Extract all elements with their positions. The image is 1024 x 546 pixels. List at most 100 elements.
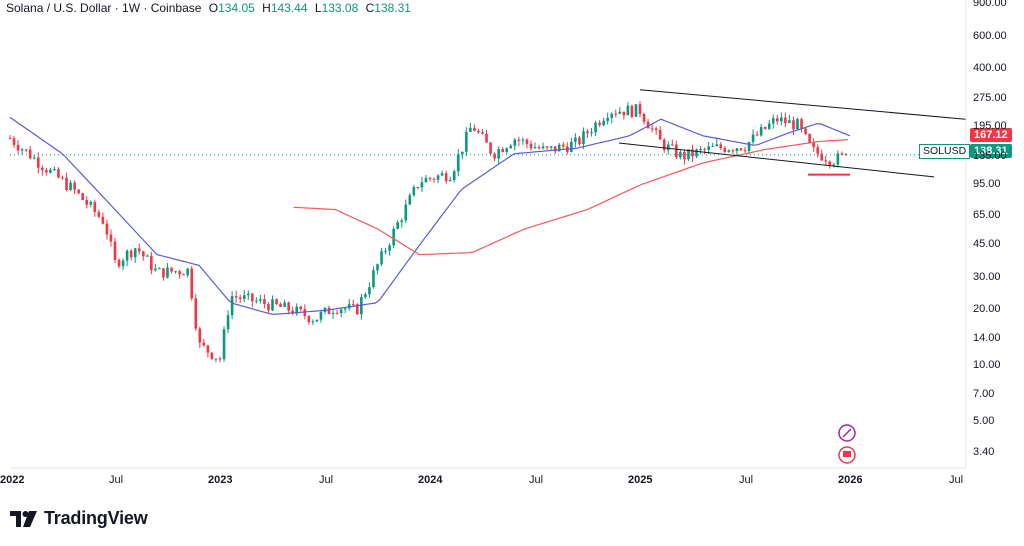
candle-body <box>364 294 367 298</box>
candle-body <box>812 142 815 148</box>
candle-body <box>12 138 16 145</box>
tradingview-logo-icon <box>10 510 37 527</box>
candle-body <box>557 144 561 152</box>
candle-body <box>230 296 234 316</box>
candle-body <box>279 304 282 307</box>
candle-body <box>844 153 848 155</box>
candle-body <box>541 146 545 149</box>
candle-body <box>77 189 80 194</box>
candle-body <box>808 134 811 143</box>
x-tick-label: Jul <box>109 474 124 486</box>
candle-body <box>218 358 222 360</box>
candle-body <box>206 345 210 353</box>
x-tick-label: Jul <box>949 474 964 486</box>
footer-logo[interactable]: TradingView <box>10 508 148 529</box>
candle-body <box>642 113 646 122</box>
candle-body <box>251 293 254 302</box>
y-tick-label: 20.00 <box>973 303 1001 316</box>
candle-body <box>836 153 840 165</box>
candle-body <box>319 311 323 320</box>
candle-body <box>711 146 714 148</box>
candle-body <box>275 299 278 305</box>
candle-body <box>553 146 557 152</box>
candle-body <box>141 251 145 257</box>
candle-body <box>804 128 807 135</box>
candle-body <box>448 180 452 182</box>
candle-body <box>549 146 553 148</box>
candle-body <box>194 298 198 329</box>
y-tick-label: 900.00 <box>973 0 1007 9</box>
candle-body <box>404 204 408 221</box>
candle-body <box>602 120 605 126</box>
candle-body <box>759 126 763 136</box>
candle-body <box>452 171 456 181</box>
candle-body <box>170 267 173 272</box>
candle-body <box>739 148 743 151</box>
candle-body <box>574 137 577 142</box>
candle-body <box>594 122 597 133</box>
candle-body <box>469 127 472 132</box>
candle-body <box>129 250 133 258</box>
candle-body <box>586 131 589 134</box>
candle-body <box>570 141 573 152</box>
candle-body <box>788 120 791 124</box>
legend-open-value: 134.05 <box>218 1 255 15</box>
candle-body <box>715 144 719 147</box>
sma-slow-line <box>293 139 848 256</box>
candle-body <box>154 268 157 271</box>
candle-body <box>590 132 593 134</box>
candle-body <box>174 271 177 273</box>
legend-high-label: H <box>262 1 271 15</box>
candle-body <box>93 202 97 212</box>
candle-body <box>485 133 488 143</box>
candle-body <box>242 295 246 299</box>
candle-body <box>751 134 755 143</box>
candle-body <box>675 144 678 158</box>
event-icon-purple-glyph <box>842 428 852 438</box>
candle-body <box>198 328 202 343</box>
candle-body <box>776 118 779 122</box>
candle-body <box>65 177 68 190</box>
candle-body <box>210 352 214 359</box>
candle-body <box>412 187 416 196</box>
candle-body <box>493 153 496 159</box>
candle-body <box>28 149 32 159</box>
candle-body <box>41 167 44 171</box>
legend-symbol: Solana / U.S. Dollar · 1W · Coinbase <box>6 1 202 15</box>
candle-body <box>654 128 658 130</box>
candle-body <box>525 139 529 144</box>
candle-body <box>315 319 319 322</box>
symbol-tag: SOLUSD <box>919 144 971 159</box>
candle-body <box>578 137 581 145</box>
x-tick-label: 2022 <box>0 474 25 486</box>
candle-body <box>162 268 165 278</box>
candle-body <box>20 149 24 151</box>
candle-body <box>105 223 109 235</box>
candle-body <box>614 113 618 115</box>
candle-body <box>259 299 262 301</box>
x-tick-label: 2023 <box>208 474 233 486</box>
candle-body <box>824 160 828 162</box>
candle-body <box>505 148 509 153</box>
candle-body <box>53 169 56 171</box>
candle-body <box>400 220 404 223</box>
candle-body <box>784 117 787 124</box>
candle-body <box>57 169 60 178</box>
candle-body <box>214 358 218 360</box>
candle-body <box>780 117 783 122</box>
candle-body <box>529 143 533 149</box>
candle-body <box>81 193 84 201</box>
candle-body <box>840 153 844 155</box>
candle-body <box>351 304 355 306</box>
candle-body <box>109 234 113 242</box>
candle-body <box>517 139 521 141</box>
candle-body <box>267 304 270 311</box>
candle-body <box>234 296 238 298</box>
candle-body <box>121 260 125 267</box>
candle-body <box>331 312 335 314</box>
candle-body <box>158 268 161 270</box>
candle-body <box>796 119 799 130</box>
candle-body <box>828 161 832 165</box>
legend-open-label: O <box>208 1 219 15</box>
